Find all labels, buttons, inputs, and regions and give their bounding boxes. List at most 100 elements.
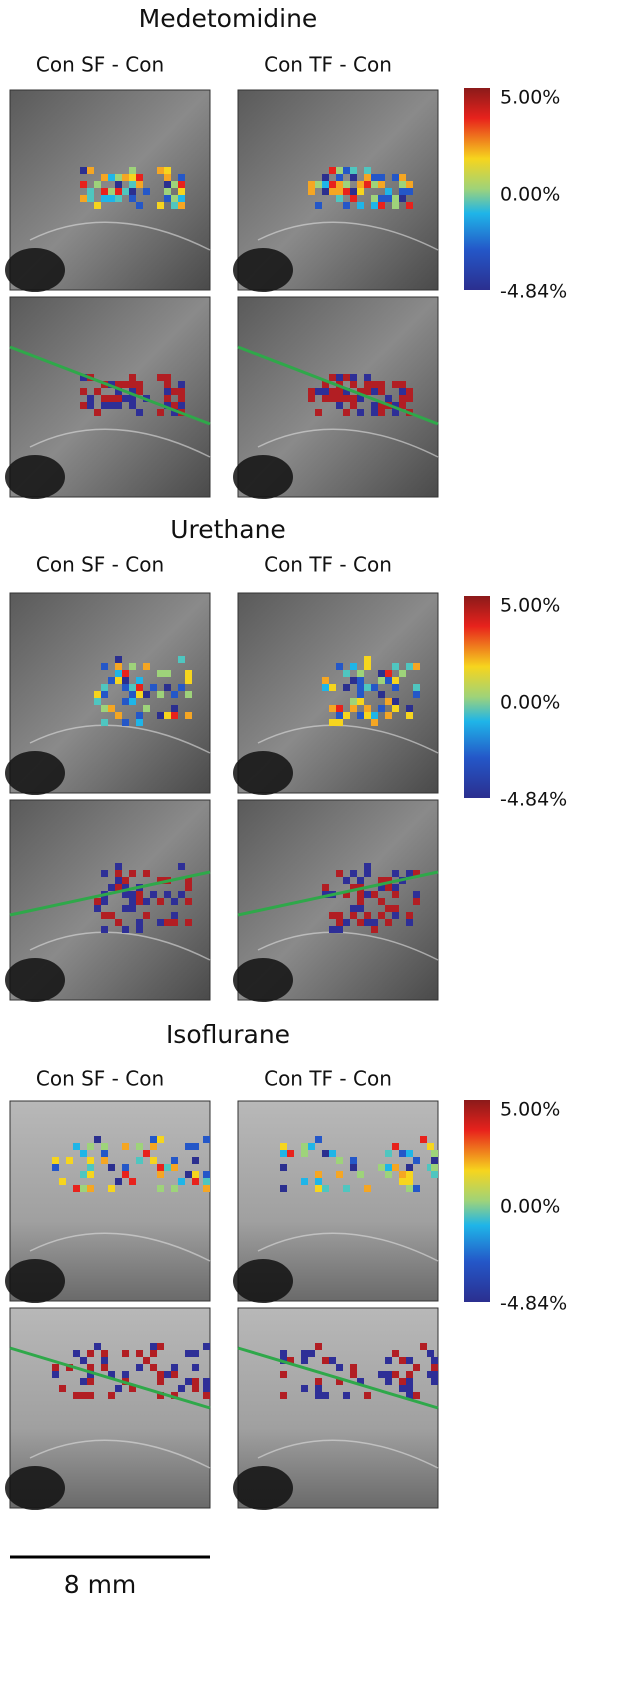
activation-voxel	[143, 870, 150, 877]
activation-voxel	[164, 195, 171, 202]
activation-voxel	[392, 195, 399, 202]
activation-voxel	[185, 670, 192, 677]
colorbar-label: -4.84%	[500, 789, 567, 811]
activation-voxel	[431, 1157, 438, 1164]
activation-voxel	[413, 663, 420, 670]
activation-voxel	[406, 1357, 413, 1364]
activation-voxel	[52, 1371, 59, 1378]
activation-voxel	[350, 374, 357, 381]
activation-voxel	[336, 712, 343, 719]
activation-voxel	[136, 174, 143, 181]
activation-voxel	[143, 898, 150, 905]
activation-voxel	[129, 891, 136, 898]
activation-voxel	[322, 884, 329, 891]
activation-voxel	[357, 919, 364, 926]
activation-voxel	[122, 926, 129, 933]
activation-voxel	[364, 705, 371, 712]
activation-voxel	[129, 195, 136, 202]
activation-voxel	[164, 167, 171, 174]
activation-voxel	[385, 195, 392, 202]
activation-voxel	[192, 1364, 199, 1371]
activation-voxel	[150, 1350, 157, 1357]
activation-voxel	[392, 891, 399, 898]
activation-voxel	[378, 670, 385, 677]
activation-voxel	[385, 919, 392, 926]
activation-voxel	[399, 670, 406, 677]
activation-voxel	[101, 663, 108, 670]
activation-voxel	[115, 395, 122, 402]
activation-voxel	[115, 712, 122, 719]
activation-voxel	[164, 188, 171, 195]
activation-voxel	[280, 1143, 287, 1150]
activation-voxel	[431, 1164, 438, 1171]
activation-voxel	[136, 719, 143, 726]
activation-voxel	[308, 1143, 315, 1150]
activation-voxel	[392, 174, 399, 181]
activation-voxel	[171, 912, 178, 919]
activation-voxel	[143, 912, 150, 919]
activation-voxel	[350, 698, 357, 705]
activation-voxel	[392, 202, 399, 209]
activation-voxel	[392, 698, 399, 705]
activation-voxel	[385, 395, 392, 402]
activation-voxel	[308, 1350, 315, 1357]
activation-voxel	[157, 898, 164, 905]
activation-voxel	[364, 912, 371, 919]
activation-voxel	[399, 1171, 406, 1178]
activation-voxel	[192, 1378, 199, 1385]
activation-voxel	[87, 1171, 94, 1178]
activation-voxel	[122, 684, 129, 691]
activation-voxel	[185, 1350, 192, 1357]
activation-voxel	[392, 381, 399, 388]
activation-voxel	[406, 1185, 413, 1192]
activation-voxel	[108, 402, 115, 409]
activation-voxel	[315, 1136, 322, 1143]
activation-voxel	[350, 1164, 357, 1171]
activation-voxel	[357, 684, 364, 691]
activation-voxel	[343, 374, 350, 381]
activation-voxel	[122, 670, 129, 677]
activation-voxel	[178, 381, 185, 388]
activation-voxel	[108, 188, 115, 195]
activation-voxel	[336, 188, 343, 195]
activation-voxel	[157, 919, 164, 926]
activation-voxel	[336, 1157, 343, 1164]
activation-voxel	[378, 381, 385, 388]
column-label: Con SF - Con	[36, 1067, 164, 1091]
activation-voxel	[101, 402, 108, 409]
activation-voxel	[336, 402, 343, 409]
activation-voxel	[322, 1392, 329, 1399]
activation-voxel	[87, 1157, 94, 1164]
activation-voxel	[115, 863, 122, 870]
activation-voxel	[136, 381, 143, 388]
section-title: Medetomidine	[139, 4, 318, 33]
activation-voxel	[80, 1185, 87, 1192]
activation-voxel	[392, 905, 399, 912]
activation-voxel	[87, 395, 94, 402]
activation-voxel	[73, 1392, 80, 1399]
activation-voxel	[87, 402, 94, 409]
activation-voxel	[122, 905, 129, 912]
activation-voxel	[308, 188, 315, 195]
activation-voxel	[164, 1164, 171, 1171]
activation-voxel	[399, 174, 406, 181]
scale-label: 8 mm	[64, 1570, 137, 1599]
activation-voxel	[413, 1157, 420, 1164]
activation-voxel	[280, 1350, 287, 1357]
activation-voxel	[129, 1178, 136, 1185]
activation-voxel	[150, 1157, 157, 1164]
activation-voxel	[385, 1150, 392, 1157]
activation-voxel	[399, 1357, 406, 1364]
activation-voxel	[413, 684, 420, 691]
activation-voxel	[108, 705, 115, 712]
activation-voxel	[350, 195, 357, 202]
activation-voxel	[108, 677, 115, 684]
activation-voxel	[115, 188, 122, 195]
activation-voxel	[315, 388, 322, 395]
activation-voxel	[315, 1185, 322, 1192]
activation-voxel	[73, 1350, 80, 1357]
activation-voxel	[413, 898, 420, 905]
activation-voxel	[122, 174, 129, 181]
activation-voxel	[203, 1178, 210, 1185]
activation-voxel	[192, 1385, 199, 1392]
